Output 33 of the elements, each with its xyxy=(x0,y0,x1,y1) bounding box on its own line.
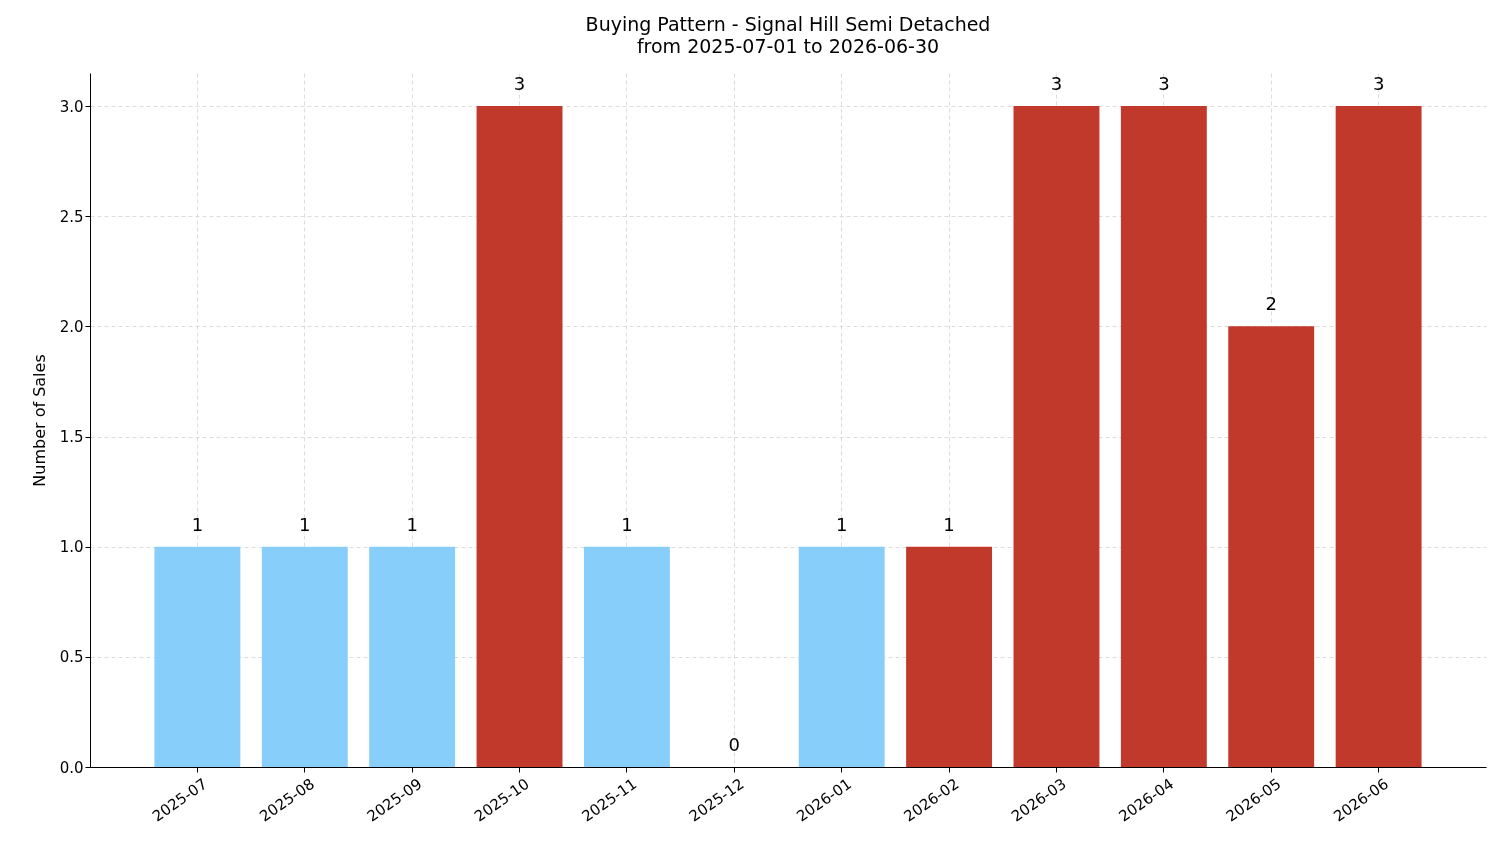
data-label: 2 xyxy=(1265,293,1277,315)
y-tick-label: 2.0 xyxy=(59,317,84,336)
y-tick-label: 0.0 xyxy=(59,758,84,777)
data-label: 3 xyxy=(1372,73,1385,95)
y-tick-label: 1.0 xyxy=(59,538,84,557)
bar xyxy=(1228,326,1315,767)
chart-title: Buying Pattern - Signal Hill Semi Detached xyxy=(585,13,991,35)
data-label: 1 xyxy=(621,513,633,535)
data-label: 1 xyxy=(406,513,418,535)
bar xyxy=(476,106,563,767)
data-label: 1 xyxy=(299,513,311,535)
y-tick-label: 1.5 xyxy=(59,428,84,447)
bar xyxy=(1120,106,1207,767)
y-axis-title: Number of Sales xyxy=(29,354,49,487)
data-label: 3 xyxy=(513,73,526,95)
y-tick-label: 0.5 xyxy=(59,648,84,667)
y-tick-label: 2.5 xyxy=(59,207,84,226)
bar xyxy=(1335,106,1422,767)
bar xyxy=(1013,106,1100,767)
bar xyxy=(369,546,456,767)
data-label: 0 xyxy=(728,734,741,755)
chart-subtitle: from 2025-07-01 to 2026-06-30 xyxy=(636,35,940,57)
y-tick-label: 3.0 xyxy=(59,97,84,116)
data-label: 3 xyxy=(1050,73,1063,95)
bar xyxy=(583,546,670,767)
bar xyxy=(261,546,348,767)
data-label: 1 xyxy=(943,513,955,535)
bar xyxy=(798,546,885,767)
data-label: 1 xyxy=(191,513,204,535)
bar xyxy=(154,546,241,767)
data-label: 3 xyxy=(1158,73,1170,95)
bar xyxy=(906,546,993,767)
data-label: 1 xyxy=(835,513,848,535)
